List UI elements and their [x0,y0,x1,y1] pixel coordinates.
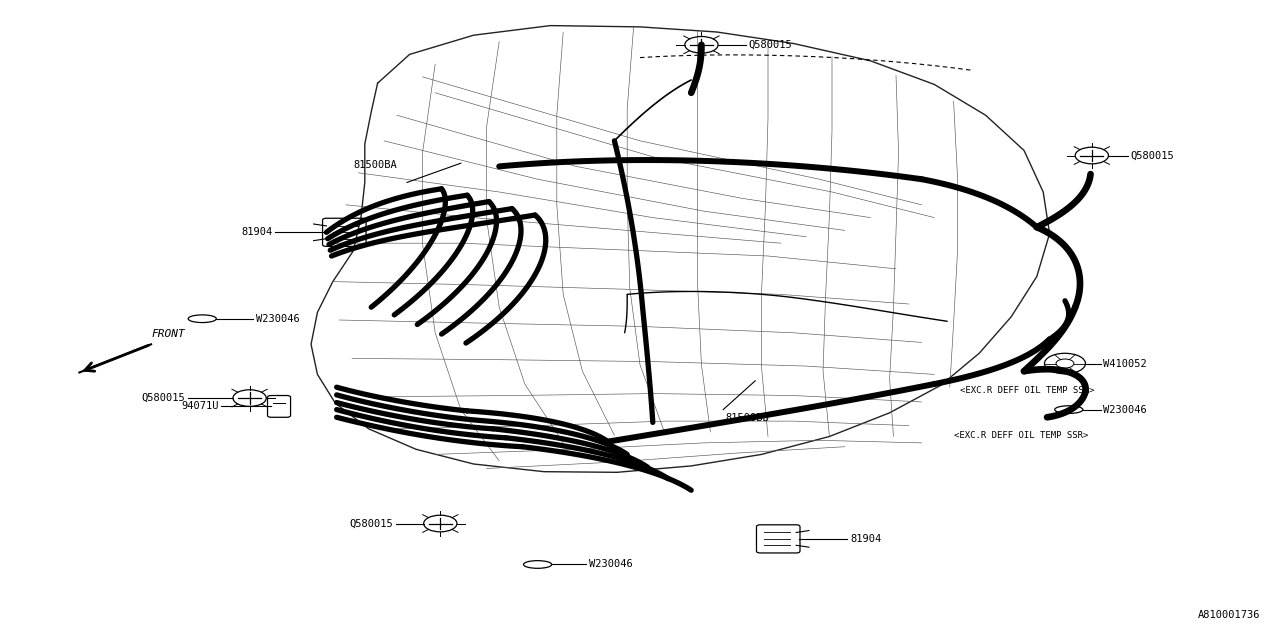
Text: 81904: 81904 [850,534,881,544]
Text: 81904: 81904 [242,227,273,237]
Text: 94071U: 94071U [182,401,219,412]
Text: W230046: W230046 [589,559,632,570]
Text: W410052: W410052 [1103,358,1147,369]
Text: Q580015: Q580015 [749,40,792,50]
Text: 81500BA: 81500BA [353,160,397,170]
Text: W230046: W230046 [256,314,300,324]
Text: 81500BB: 81500BB [726,413,769,423]
Text: Q580015: Q580015 [1130,150,1174,161]
Text: <EXC.R DEFF OIL TEMP SSR>: <EXC.R DEFF OIL TEMP SSR> [960,386,1094,395]
Text: Q580015: Q580015 [142,393,186,403]
Text: A810001736: A810001736 [1198,609,1261,620]
Text: W230046: W230046 [1103,404,1147,415]
Text: FRONT: FRONT [151,329,184,339]
Text: Q580015: Q580015 [349,518,393,529]
Text: <EXC.R DEFF OIL TEMP SSR>: <EXC.R DEFF OIL TEMP SSR> [954,431,1088,440]
